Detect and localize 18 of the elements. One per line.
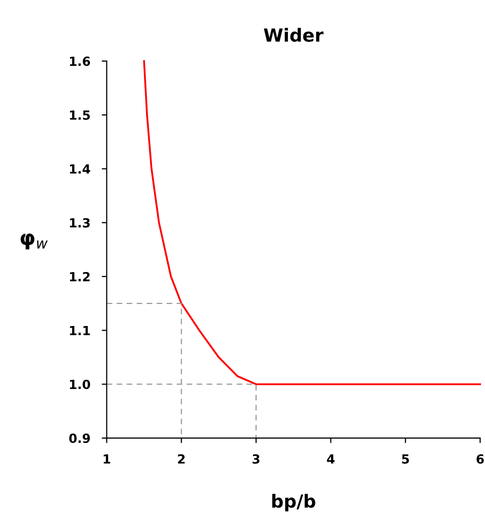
y-tick-label: 1.2 [70,272,90,282]
chart-title: Wider [264,28,324,42]
y-tick-label: 1.5 [70,110,90,120]
y-tick-label: 1.6 [70,56,90,66]
x-axis-title: bp/b [272,494,316,512]
x-tick-label: 5 [402,454,409,464]
x-tick-label: 1 [104,454,110,464]
y-tick-label: 0.9 [69,434,90,443]
line-series [143,60,482,386]
x-tick-label: 6 [476,454,484,464]
y-tick-label: 1.4 [70,164,90,174]
y-tick-label: 1.1 [70,326,90,336]
x-tick-label: 4 [326,454,335,464]
x-tick-label: 2 [178,454,185,464]
y-tick-label: 1.3 [70,218,90,228]
y-tick-label: 1.0 [70,380,90,390]
x-tick-label: 3 [252,454,260,464]
y-axis-title: φ$_{w}$ [20,234,48,250]
